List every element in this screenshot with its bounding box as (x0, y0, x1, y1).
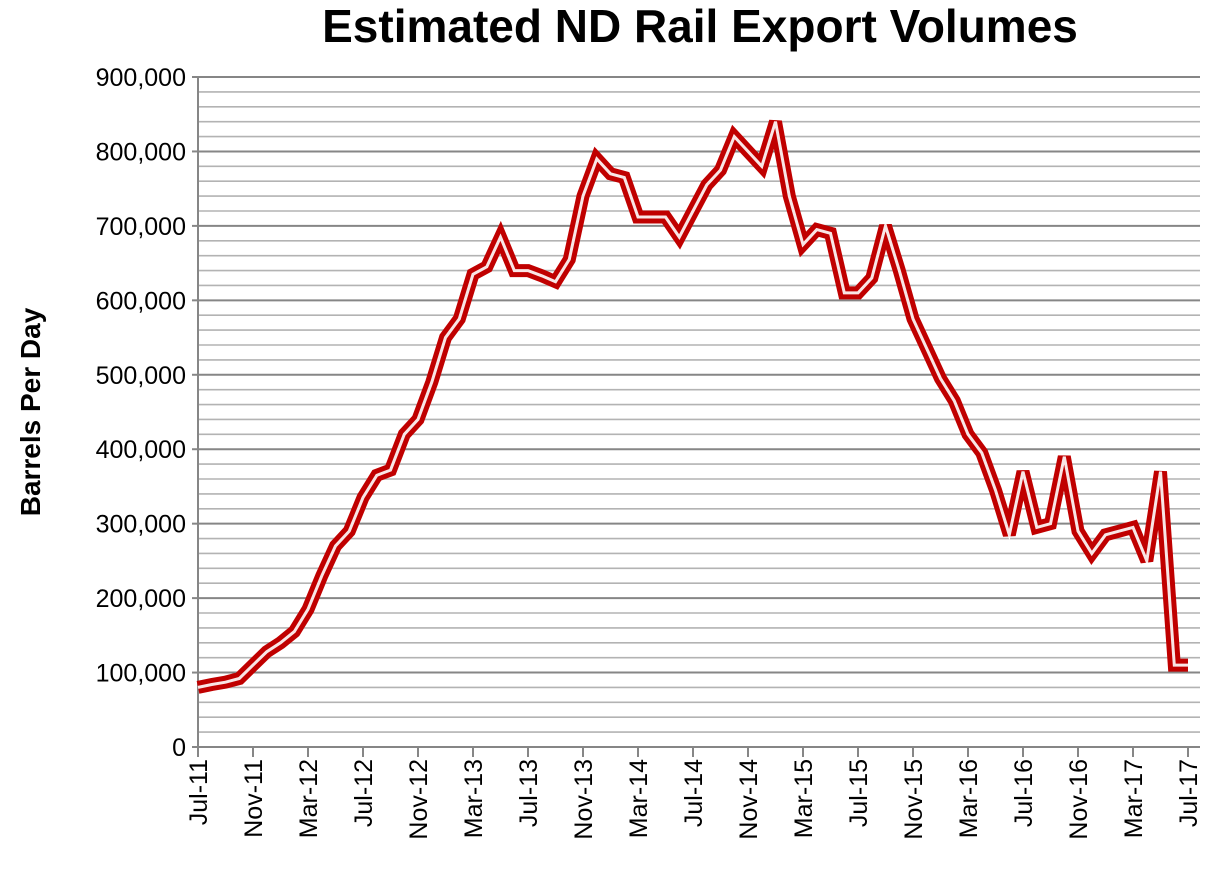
x-tick-label: Mar-17 (1120, 759, 1148, 838)
x-tick-label: Jul-16 (1010, 759, 1038, 827)
x-tick-label: Jul-17 (1175, 759, 1203, 827)
x-tick-label: Jul-14 (680, 759, 708, 827)
axes (192, 76, 1200, 757)
x-tick-label: Mar-14 (625, 759, 653, 838)
x-tick-label: Nov-12 (405, 759, 433, 840)
x-tick-label: Nov-16 (1065, 759, 1093, 840)
y-tick-label: 400,000 (96, 436, 186, 464)
y-tick-label: 100,000 (96, 660, 186, 688)
x-tick-label: Nov-11 (240, 759, 268, 838)
x-tick-label: Jul-15 (845, 759, 873, 827)
y-tick-label: 900,000 (96, 64, 186, 92)
y-tick-label: 700,000 (96, 213, 186, 241)
x-tick-label: Mar-12 (295, 759, 323, 838)
y-tick-label: 600,000 (96, 287, 186, 315)
x-tick-label: Jul-11 (185, 759, 213, 825)
x-tick-label: Mar-16 (955, 759, 983, 838)
chart-title: Estimated ND Rail Export Volumes (322, 0, 1078, 52)
y-tick-label: 500,000 (96, 362, 186, 390)
gridlines (198, 76, 1200, 748)
series-group (196, 119, 1189, 694)
y-tick-label: 200,000 (96, 585, 186, 613)
x-tick-labels: Jul-11 Nov-11 Mar-12 Jul-12 Nov-12 Mar-13 Jul-… (185, 759, 1203, 840)
y-tick-label: 0 (172, 734, 186, 762)
x-tick-label: Mar-13 (460, 759, 488, 838)
y-tick-label: 800,000 (96, 138, 186, 166)
x-tick-label: Nov-15 (900, 759, 928, 840)
y-tick-label: 300,000 (96, 511, 186, 539)
x-tick-label: Mar-15 (790, 759, 818, 838)
x-tick-label: Jul-12 (350, 759, 378, 827)
y-tick-labels: 0 100,000 200,000 300,000 400,000 500,000 600,… (96, 64, 186, 762)
x-tick-label: Jul-13 (515, 759, 543, 827)
x-tick-label: Nov-13 (570, 759, 598, 840)
y-axis-label: Barrels Per Day (15, 307, 46, 516)
x-tick-label: Nov-14 (735, 759, 763, 840)
